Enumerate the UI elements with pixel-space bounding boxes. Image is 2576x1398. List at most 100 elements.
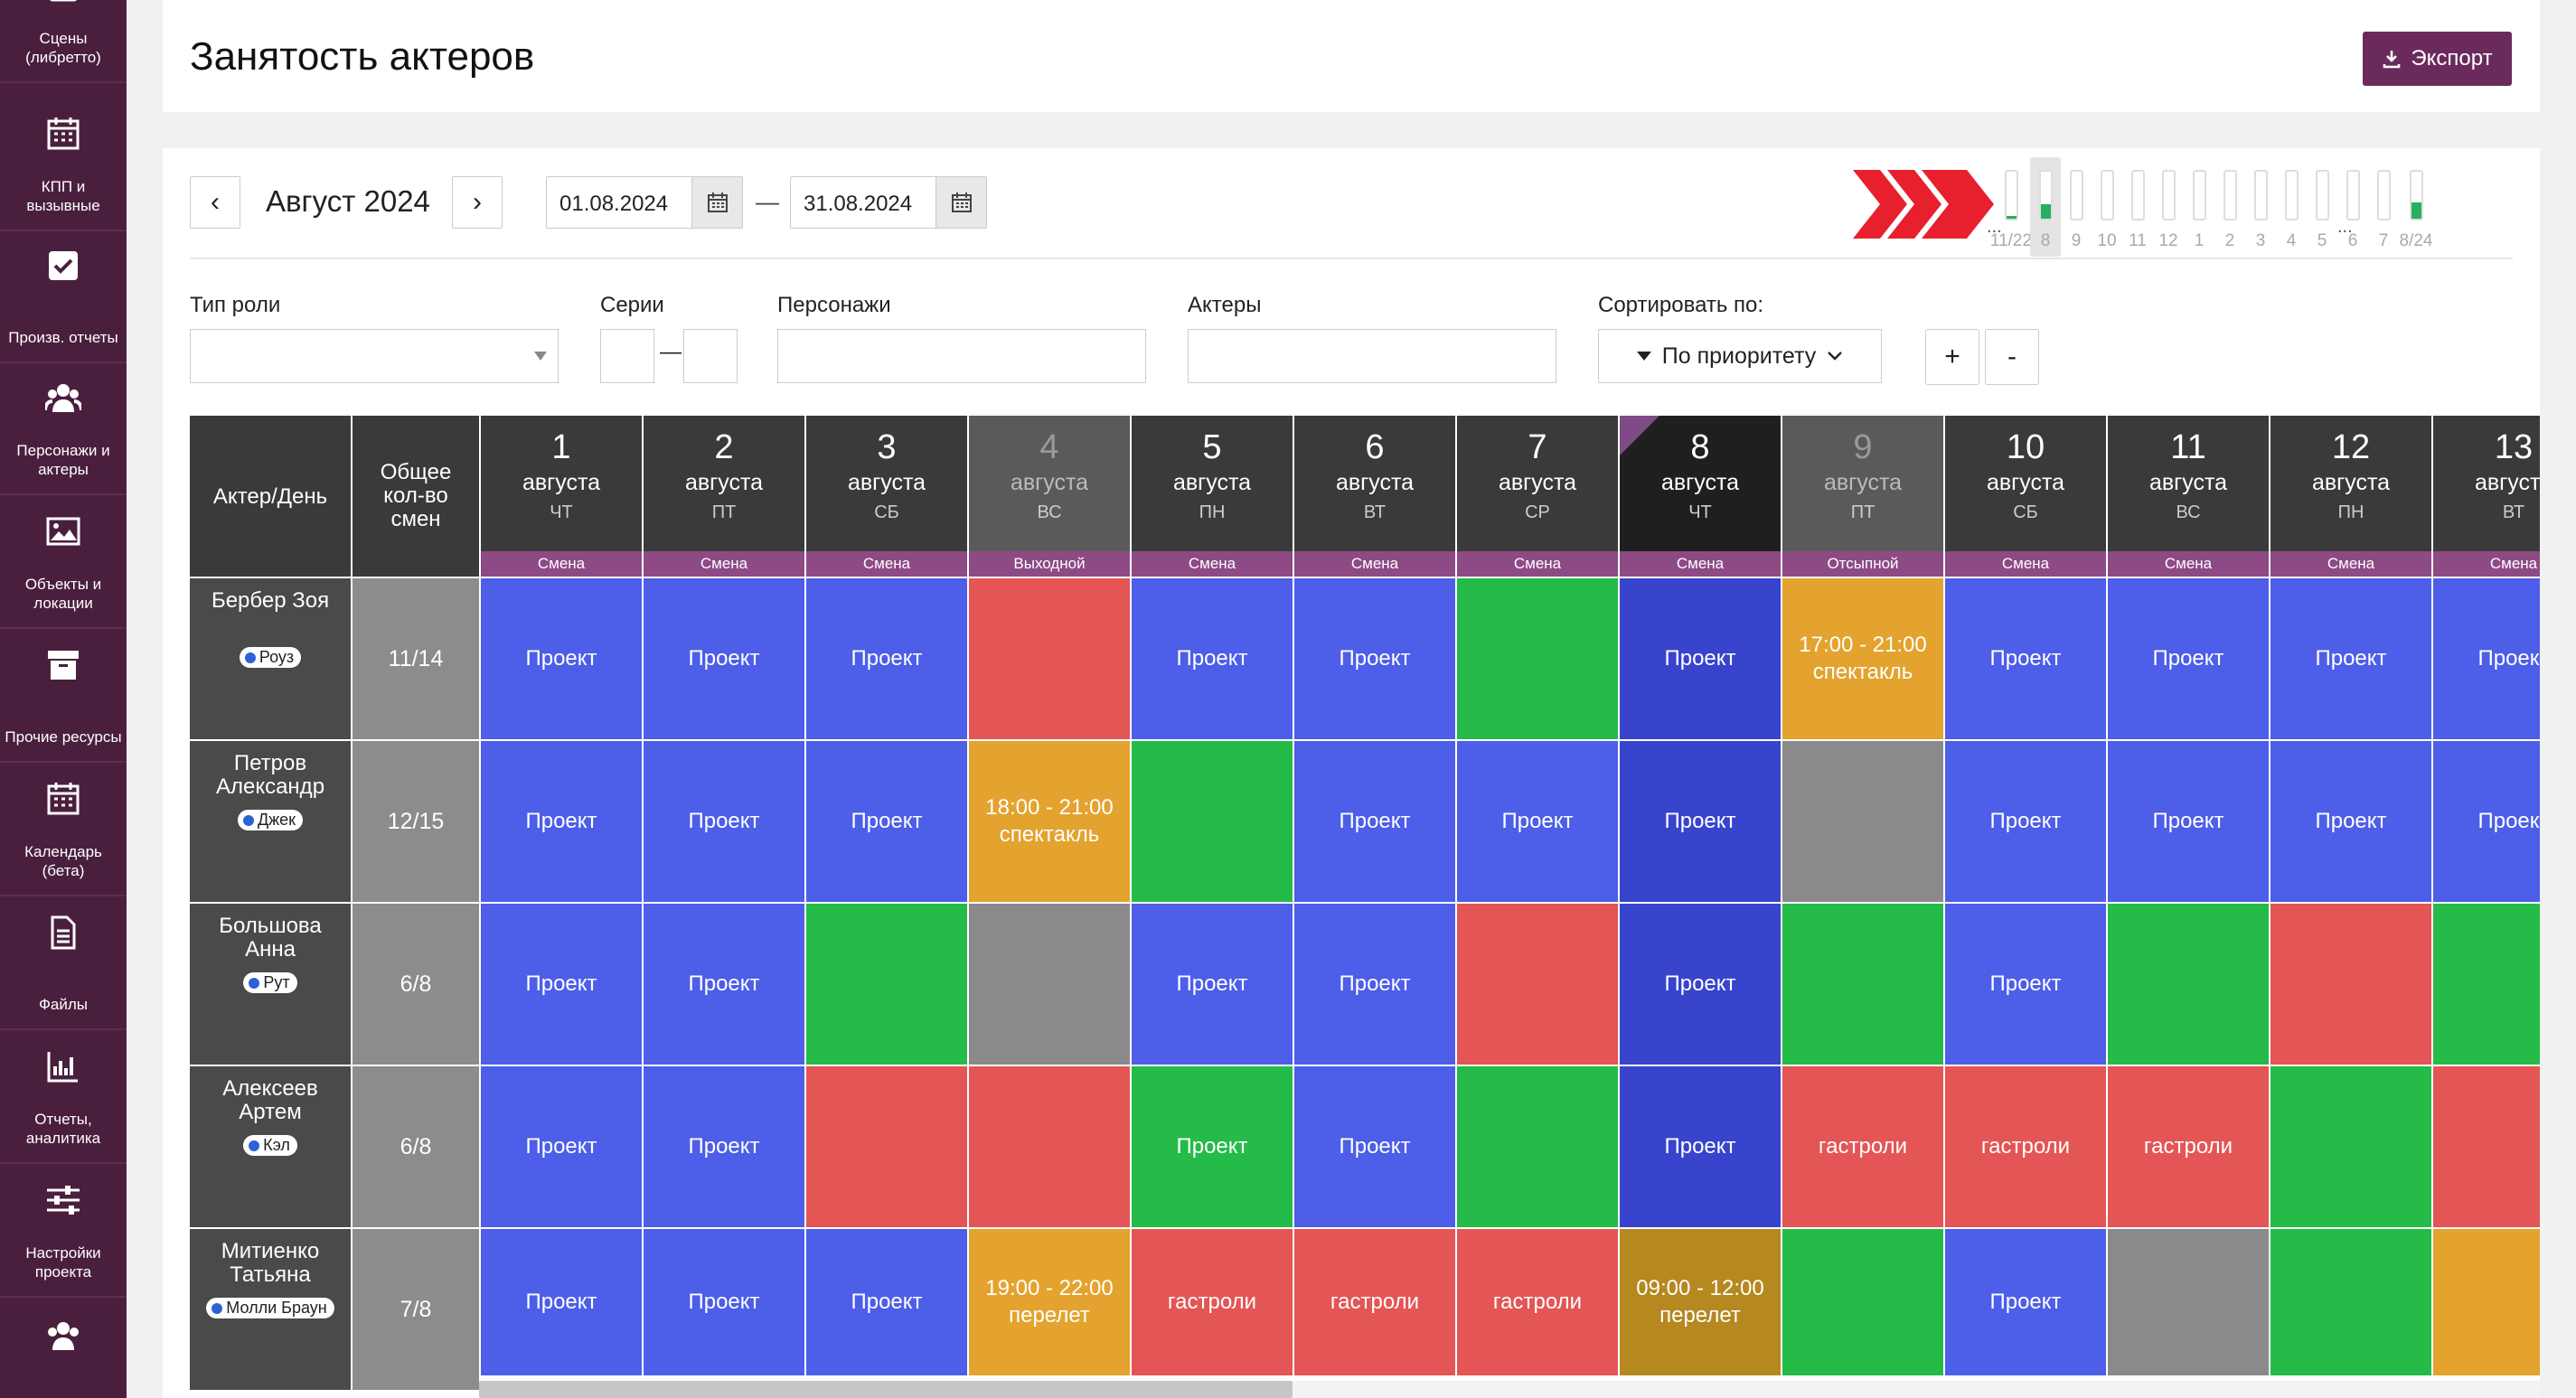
progress-episode[interactable]: 11 bbox=[2122, 157, 2153, 257]
actor-cell[interactable]: Алексеев Артем Кэл bbox=[190, 1066, 351, 1227]
sidebar-item-5[interactable]: Прочие ресурсы bbox=[0, 631, 127, 763]
export-button[interactable]: Экспорт bbox=[2363, 32, 2512, 86]
schedule-cell[interactable] bbox=[1782, 1229, 1943, 1375]
date-to-field[interactable]: 31.08.2024 bbox=[790, 176, 987, 229]
horizontal-scrollbar-thumb[interactable] bbox=[479, 1381, 1293, 1398]
schedule-cell[interactable] bbox=[2433, 904, 2540, 1065]
day-header[interactable]: 8 августа ЧТ Смена bbox=[1620, 416, 1781, 577]
sidebar-item-4[interactable]: Объекты и локации bbox=[0, 497, 127, 629]
schedule-cell[interactable]: Проект bbox=[1294, 904, 1455, 1065]
sort-select[interactable]: По приоритету bbox=[1598, 329, 1882, 383]
sidebar-item-9[interactable]: Настройки проекта bbox=[0, 1166, 127, 1298]
schedule-cell[interactable] bbox=[1457, 578, 1618, 739]
schedule-cell[interactable]: Проект bbox=[2433, 578, 2540, 739]
schedule-cell[interactable]: гастроли bbox=[1782, 1066, 1943, 1227]
schedule-cell[interactable] bbox=[1457, 1066, 1618, 1227]
schedule-cell[interactable]: Проект bbox=[1457, 741, 1618, 902]
schedule-cell[interactable] bbox=[2270, 904, 2431, 1065]
zoom-in-button[interactable]: + bbox=[1925, 329, 1979, 385]
schedule-cell[interactable]: Проект bbox=[1620, 578, 1781, 739]
schedule-cell[interactable]: 17:00 - 21:00 спектакль bbox=[1782, 578, 1943, 739]
schedule-cell[interactable]: Проект bbox=[644, 741, 804, 902]
day-header[interactable]: 1 августа ЧТ Смена bbox=[481, 416, 642, 577]
sidebar-item-0[interactable]: Сцены (либретто) bbox=[0, 0, 127, 83]
sidebar-item-6[interactable]: Календарь (бета) bbox=[0, 765, 127, 896]
schedule-cell[interactable] bbox=[1782, 741, 1943, 902]
schedule-cell[interactable]: Проект bbox=[644, 1066, 804, 1227]
schedule-cell[interactable]: Проект bbox=[481, 741, 642, 902]
schedule-cell[interactable] bbox=[969, 1066, 1130, 1227]
schedule-cell[interactable]: 09:00 - 12:00 перелет bbox=[1620, 1229, 1781, 1375]
schedule-cell[interactable]: Проект bbox=[1945, 578, 2106, 739]
day-header[interactable]: 13 августа ВТ Смена bbox=[2433, 416, 2540, 577]
day-header[interactable]: 3 августа СБ Смена bbox=[806, 416, 967, 577]
schedule-cell[interactable]: Проект bbox=[2433, 741, 2540, 902]
series-to-input[interactable] bbox=[683, 329, 738, 383]
schedule-cell[interactable]: Проект bbox=[1620, 1066, 1781, 1227]
progress-episode[interactable]: 3 bbox=[2245, 157, 2276, 257]
actor-cell[interactable]: Бербер Зоя Роуз bbox=[190, 578, 351, 739]
schedule-cell[interactable]: Проект bbox=[1945, 741, 2106, 902]
day-header[interactable]: 11 августа ВС Смена bbox=[2108, 416, 2269, 577]
day-header[interactable]: 12 августа ПН Смена bbox=[2270, 416, 2431, 577]
schedule-cell[interactable] bbox=[806, 904, 967, 1065]
progress-episode[interactable]: 5 bbox=[2307, 157, 2337, 257]
actor-cell[interactable]: Большова Анна Рут bbox=[190, 904, 351, 1065]
day-header[interactable]: 9 августа ПТ Отсыпной bbox=[1782, 416, 1943, 577]
progress-episode[interactable]: 8 bbox=[2030, 157, 2061, 257]
schedule-cell[interactable]: Проект bbox=[806, 1229, 967, 1375]
schedule-cell[interactable]: гастроли bbox=[1945, 1066, 2106, 1227]
day-header[interactable]: 5 августа ПН Смена bbox=[1132, 416, 1293, 577]
schedule-cell[interactable] bbox=[1457, 904, 1618, 1065]
schedule-cell[interactable]: Проект bbox=[1294, 741, 1455, 902]
schedule-cell[interactable]: гастроли bbox=[2108, 1066, 2269, 1227]
day-header[interactable]: 2 августа ПТ Смена bbox=[644, 416, 804, 577]
schedule-cell[interactable]: гастроли bbox=[1132, 1229, 1293, 1375]
next-month-button[interactable]: › bbox=[452, 176, 503, 229]
prev-month-button[interactable]: ‹ bbox=[190, 176, 240, 229]
schedule-cell[interactable] bbox=[2270, 1066, 2431, 1227]
schedule-cell[interactable]: Проект bbox=[806, 741, 967, 902]
sidebar-item-10[interactable]: Пользователи и bbox=[0, 1301, 127, 1398]
horizontal-scrollbar-track[interactable] bbox=[1293, 1381, 2540, 1398]
role-type-select[interactable] bbox=[190, 329, 559, 383]
zoom-out-button[interactable]: - bbox=[1985, 329, 2039, 385]
schedule-cell[interactable] bbox=[2108, 904, 2269, 1065]
schedule-cell[interactable] bbox=[2270, 1229, 2431, 1375]
schedule-cell[interactable]: гастроли bbox=[1294, 1229, 1455, 1375]
schedule-cell[interactable]: Проект bbox=[481, 904, 642, 1065]
schedule-cell[interactable]: Проект bbox=[2108, 578, 2269, 739]
schedule-cell[interactable] bbox=[969, 904, 1130, 1065]
schedule-cell[interactable] bbox=[1782, 904, 1943, 1065]
calendar-icon[interactable] bbox=[935, 177, 986, 228]
progress-episode[interactable]: 12 bbox=[2153, 157, 2184, 257]
schedule-cell[interactable]: Проект bbox=[1294, 1066, 1455, 1227]
schedule-cell[interactable] bbox=[969, 578, 1130, 739]
actor-cell[interactable]: Митиенко Татьяна Молли Браун bbox=[190, 1229, 351, 1390]
schedule-cell[interactable]: Проект bbox=[1620, 904, 1781, 1065]
schedule-cell[interactable]: Проект bbox=[481, 578, 642, 739]
date-from-field[interactable]: 01.08.2024 bbox=[546, 176, 743, 229]
schedule-cell[interactable]: Проект bbox=[1132, 904, 1293, 1065]
schedule-cell[interactable]: Проект bbox=[1620, 741, 1781, 902]
progress-episode[interactable]: 4 bbox=[2276, 157, 2307, 257]
schedule-cell[interactable]: Проект bbox=[1294, 578, 1455, 739]
actors-input[interactable] bbox=[1188, 329, 1556, 383]
progress-episode[interactable]: 11/22 bbox=[1990, 157, 2032, 257]
progress-episode[interactable]: 6 bbox=[2337, 157, 2368, 257]
series-from-input[interactable] bbox=[600, 329, 654, 383]
progress-episode[interactable]: 1 bbox=[2184, 157, 2214, 257]
characters-input[interactable] bbox=[777, 329, 1146, 383]
progress-episode[interactable]: 9 bbox=[2061, 157, 2092, 257]
sidebar-item-2[interactable]: Произв. отчеты bbox=[0, 231, 127, 363]
day-header[interactable]: 10 августа СБ Смена bbox=[1945, 416, 2106, 577]
day-header[interactable]: 7 августа СР Смена bbox=[1457, 416, 1618, 577]
schedule-cell[interactable]: Проект bbox=[644, 1229, 804, 1375]
schedule-cell[interactable]: Проект bbox=[481, 1229, 642, 1375]
progress-episode[interactable]: 8/24 bbox=[2400, 157, 2432, 257]
schedule-cell[interactable] bbox=[2433, 1229, 2540, 1375]
schedule-cell[interactable]: Проект bbox=[1132, 578, 1293, 739]
schedule-cell[interactable] bbox=[806, 1066, 967, 1227]
schedule-cell[interactable]: Проект bbox=[806, 578, 967, 739]
schedule-cell[interactable]: Проект bbox=[2108, 741, 2269, 902]
